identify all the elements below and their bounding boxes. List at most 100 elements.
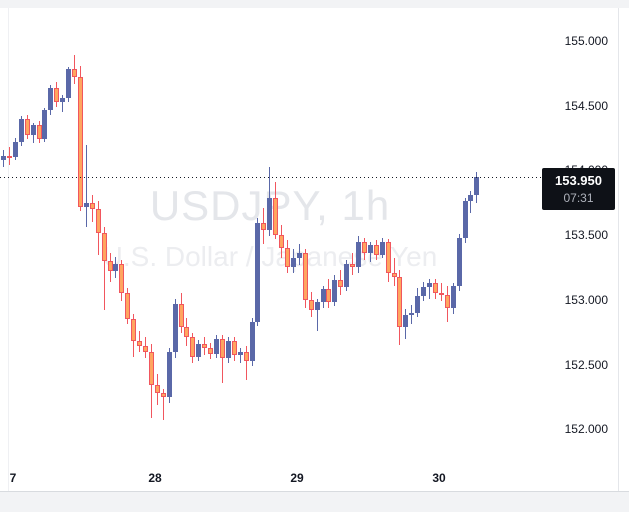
price-tick-label: 152.000 (564, 422, 608, 436)
candle (19, 119, 24, 142)
price-tick-label: 155.000 (564, 34, 608, 48)
candle (350, 264, 355, 267)
candle (232, 341, 237, 355)
candle (344, 264, 349, 287)
candle-wick (317, 299, 318, 331)
candle (403, 315, 408, 327)
candle-wick (470, 191, 471, 213)
candle (374, 245, 379, 255)
candle (415, 296, 420, 313)
candle (285, 248, 290, 267)
price-scale-axis[interactable]: 155.000154.500154.000153.500153.000152.5… (542, 8, 618, 491)
candle-wick (62, 95, 63, 112)
candle (468, 195, 473, 201)
candle-wick (163, 389, 164, 420)
candle (238, 352, 243, 355)
candle-wick (441, 283, 442, 301)
candle (226, 341, 231, 358)
candle (84, 203, 89, 207)
candle (315, 302, 320, 310)
bottom-margin (0, 492, 629, 512)
candle-wick (222, 335, 223, 383)
candle (439, 293, 444, 295)
candle (255, 223, 260, 322)
candle (66, 69, 71, 98)
candle (326, 289, 331, 302)
candle (261, 223, 266, 230)
candle (474, 177, 479, 195)
candle (13, 142, 18, 157)
candle (78, 77, 83, 207)
candle (380, 242, 385, 255)
candle (297, 253, 302, 258)
candle (167, 352, 172, 397)
session-break-line (8, 8, 9, 491)
candle (267, 198, 272, 230)
current-price-line (0, 177, 542, 178)
candle-wick (104, 227, 105, 310)
price-tick-label: 154.500 (564, 99, 608, 113)
candle (149, 352, 154, 385)
time-tick-label: 29 (290, 471, 304, 485)
candle (250, 322, 255, 361)
candle (392, 273, 397, 277)
time-tick-label: 30 (432, 471, 446, 485)
candle (54, 88, 59, 102)
candle (362, 242, 367, 253)
candle (119, 264, 124, 293)
time-tick-label: 7 (9, 471, 17, 485)
candle (179, 304, 184, 327)
current-price-label: 153.950 07:31 (542, 168, 615, 210)
candle (332, 280, 337, 302)
candle (143, 346, 148, 352)
candle (113, 264, 118, 271)
candle (37, 125, 42, 139)
candle (386, 242, 391, 273)
candle (291, 258, 296, 267)
time-scale-axis[interactable]: 7 28 29 30 (0, 465, 542, 491)
price-pane[interactable]: USDJPY, 1h U.S. Dollar / Japanese Yen (0, 8, 542, 491)
candle (309, 300, 314, 310)
current-price-value: 153.950 (555, 173, 602, 188)
candle (214, 339, 219, 354)
candle (303, 253, 308, 300)
candle-wick (86, 145, 87, 227)
candle (338, 280, 343, 287)
candle (60, 98, 65, 102)
candle (125, 293, 130, 319)
candle (190, 337, 195, 357)
candle (208, 348, 213, 354)
candle (397, 277, 402, 327)
candle (161, 393, 166, 397)
candle (90, 203, 95, 209)
candle (96, 209, 101, 233)
candle (463, 201, 468, 238)
candle (7, 156, 12, 158)
candle-wick (246, 346, 247, 380)
bar-countdown-timer: 07:31 (563, 191, 594, 205)
candle-wick (240, 348, 241, 363)
candle (131, 319, 136, 341)
candle (433, 283, 438, 293)
candle (1, 156, 6, 160)
candles-layer (0, 8, 542, 491)
price-tick-label: 153.000 (564, 293, 608, 307)
price-tick-label: 152.500 (564, 358, 608, 372)
candle-wick (429, 279, 430, 299)
candle (202, 344, 207, 348)
candle (102, 233, 107, 261)
price-tick-label: 153.500 (564, 228, 608, 242)
candle (356, 242, 361, 267)
candle (184, 327, 189, 337)
candle (220, 339, 225, 358)
time-tick-label: 28 (148, 471, 162, 485)
candle (196, 344, 201, 357)
candle (42, 110, 47, 139)
candle (445, 295, 450, 308)
candle (421, 287, 426, 296)
candle (25, 119, 30, 135)
candle (427, 283, 432, 287)
candle (244, 352, 249, 361)
candle (273, 198, 278, 235)
